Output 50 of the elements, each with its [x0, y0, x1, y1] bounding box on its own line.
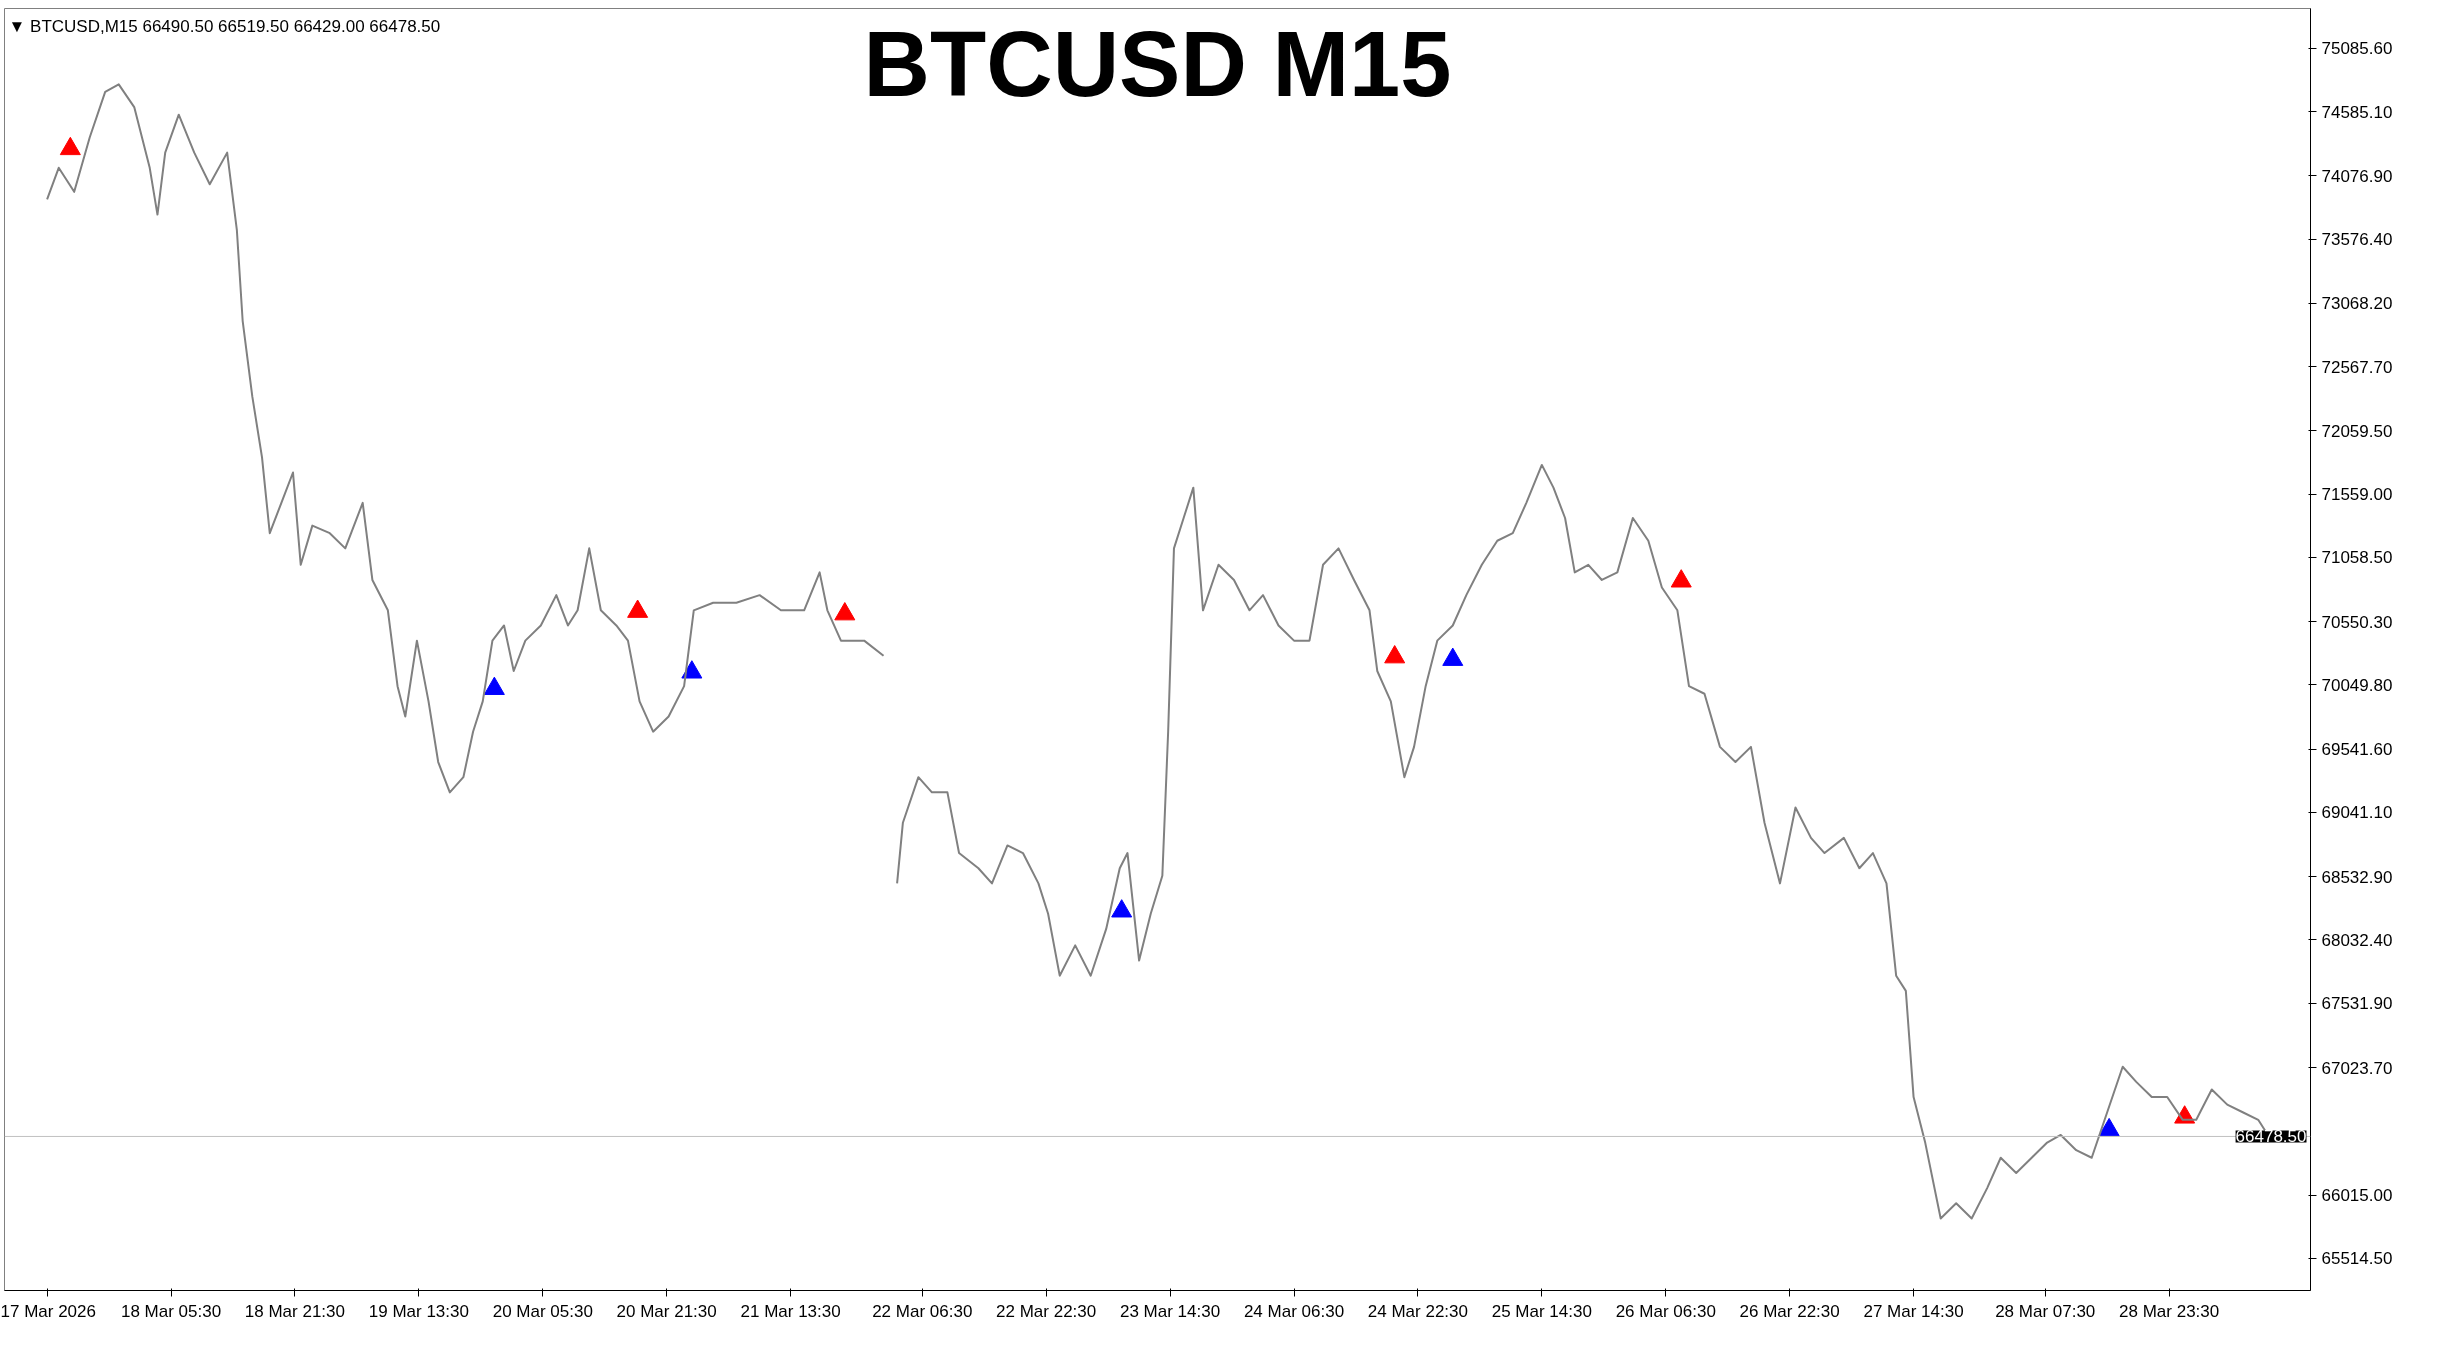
x-tick-label: 20 Mar 05:30	[492, 1301, 593, 1321]
x-tick-label: 26 Mar 22:30	[1739, 1301, 1840, 1321]
y-tick-label: 69541.60	[2321, 740, 2393, 760]
x-tick-label: 18 Mar 05:30	[120, 1301, 222, 1321]
y-tick-label: 66015.00	[2321, 1186, 2393, 1206]
x-tick-label: 27 Mar 14:30	[1863, 1301, 1964, 1321]
x-tick-label: 23 Mar 14:30	[1120, 1301, 1221, 1321]
y-tick-label: 67023.70	[2321, 1058, 2393, 1078]
x-tick-label: 26 Mar 06:30	[1615, 1301, 1716, 1321]
y-tick-label: 68032.40	[2321, 930, 2393, 950]
y-tick-label: 70550.30	[2321, 612, 2393, 632]
x-tick-label: 24 Mar 22:30	[1367, 1301, 1469, 1321]
y-tick-label: 72567.70	[2321, 357, 2393, 377]
y-tick-label: 68532.90	[2321, 867, 2393, 887]
x-tick-label: 19 Mar 13:30	[368, 1301, 469, 1321]
x-tick-label: 22 Mar 06:30	[872, 1301, 973, 1321]
x-tick-label: 21 Mar 13:30	[740, 1301, 841, 1321]
point	[483, 676, 505, 695]
x-tick-label: 20 Mar 21:30	[616, 1301, 717, 1321]
y-tick-label: 74076.90	[2321, 166, 2393, 186]
annotation: ▼ BTCUSD,M15 66490.50 66519.50 66429.00 66478.50	[8, 16, 441, 36]
y-tick-label: 71559.00	[2321, 485, 2393, 505]
point	[1111, 899, 1133, 918]
x-tick-label: 24 Mar 06:30	[1243, 1301, 1345, 1321]
x-tick-label: 25 Mar 14:30	[1491, 1301, 1592, 1321]
x-tick-label: 28 Mar 23:30	[2119, 1301, 2220, 1321]
y-tick-label: 67531.90	[2321, 994, 2393, 1014]
ref-line-label: 66478.50	[2235, 1127, 2307, 1147]
y-tick-label: 69041.10	[2321, 803, 2393, 823]
point	[59, 136, 81, 156]
point	[834, 602, 856, 621]
x-tick-label: 17 Mar 2026	[0, 1301, 96, 1321]
point	[1670, 569, 1692, 588]
x-tick-label: 28 Mar 07:30	[1995, 1301, 2096, 1321]
y-tick-label: 73576.40	[2321, 230, 2393, 250]
point	[2098, 1117, 2120, 1137]
y-tick-label: 75085.60	[2321, 39, 2393, 59]
y-tick-label: 65514.50	[2321, 1249, 2393, 1269]
point	[681, 660, 703, 679]
chart-title: BTCUSD M15	[863, 12, 1452, 115]
y-tick-label: 70049.80	[2321, 675, 2393, 695]
x-tick-label: 18 Mar 21:30	[244, 1301, 346, 1321]
point	[627, 599, 649, 618]
y-tick-label: 72059.50	[2321, 421, 2393, 441]
x-tick-label: 22 Mar 22:30	[996, 1301, 1097, 1321]
y-tick-label: 71058.50	[2321, 548, 2393, 568]
y-tick-label: 74585.10	[2321, 102, 2393, 122]
y-tick-label: 73068.20	[2321, 294, 2393, 314]
point	[1384, 645, 1406, 664]
point	[1442, 647, 1464, 666]
